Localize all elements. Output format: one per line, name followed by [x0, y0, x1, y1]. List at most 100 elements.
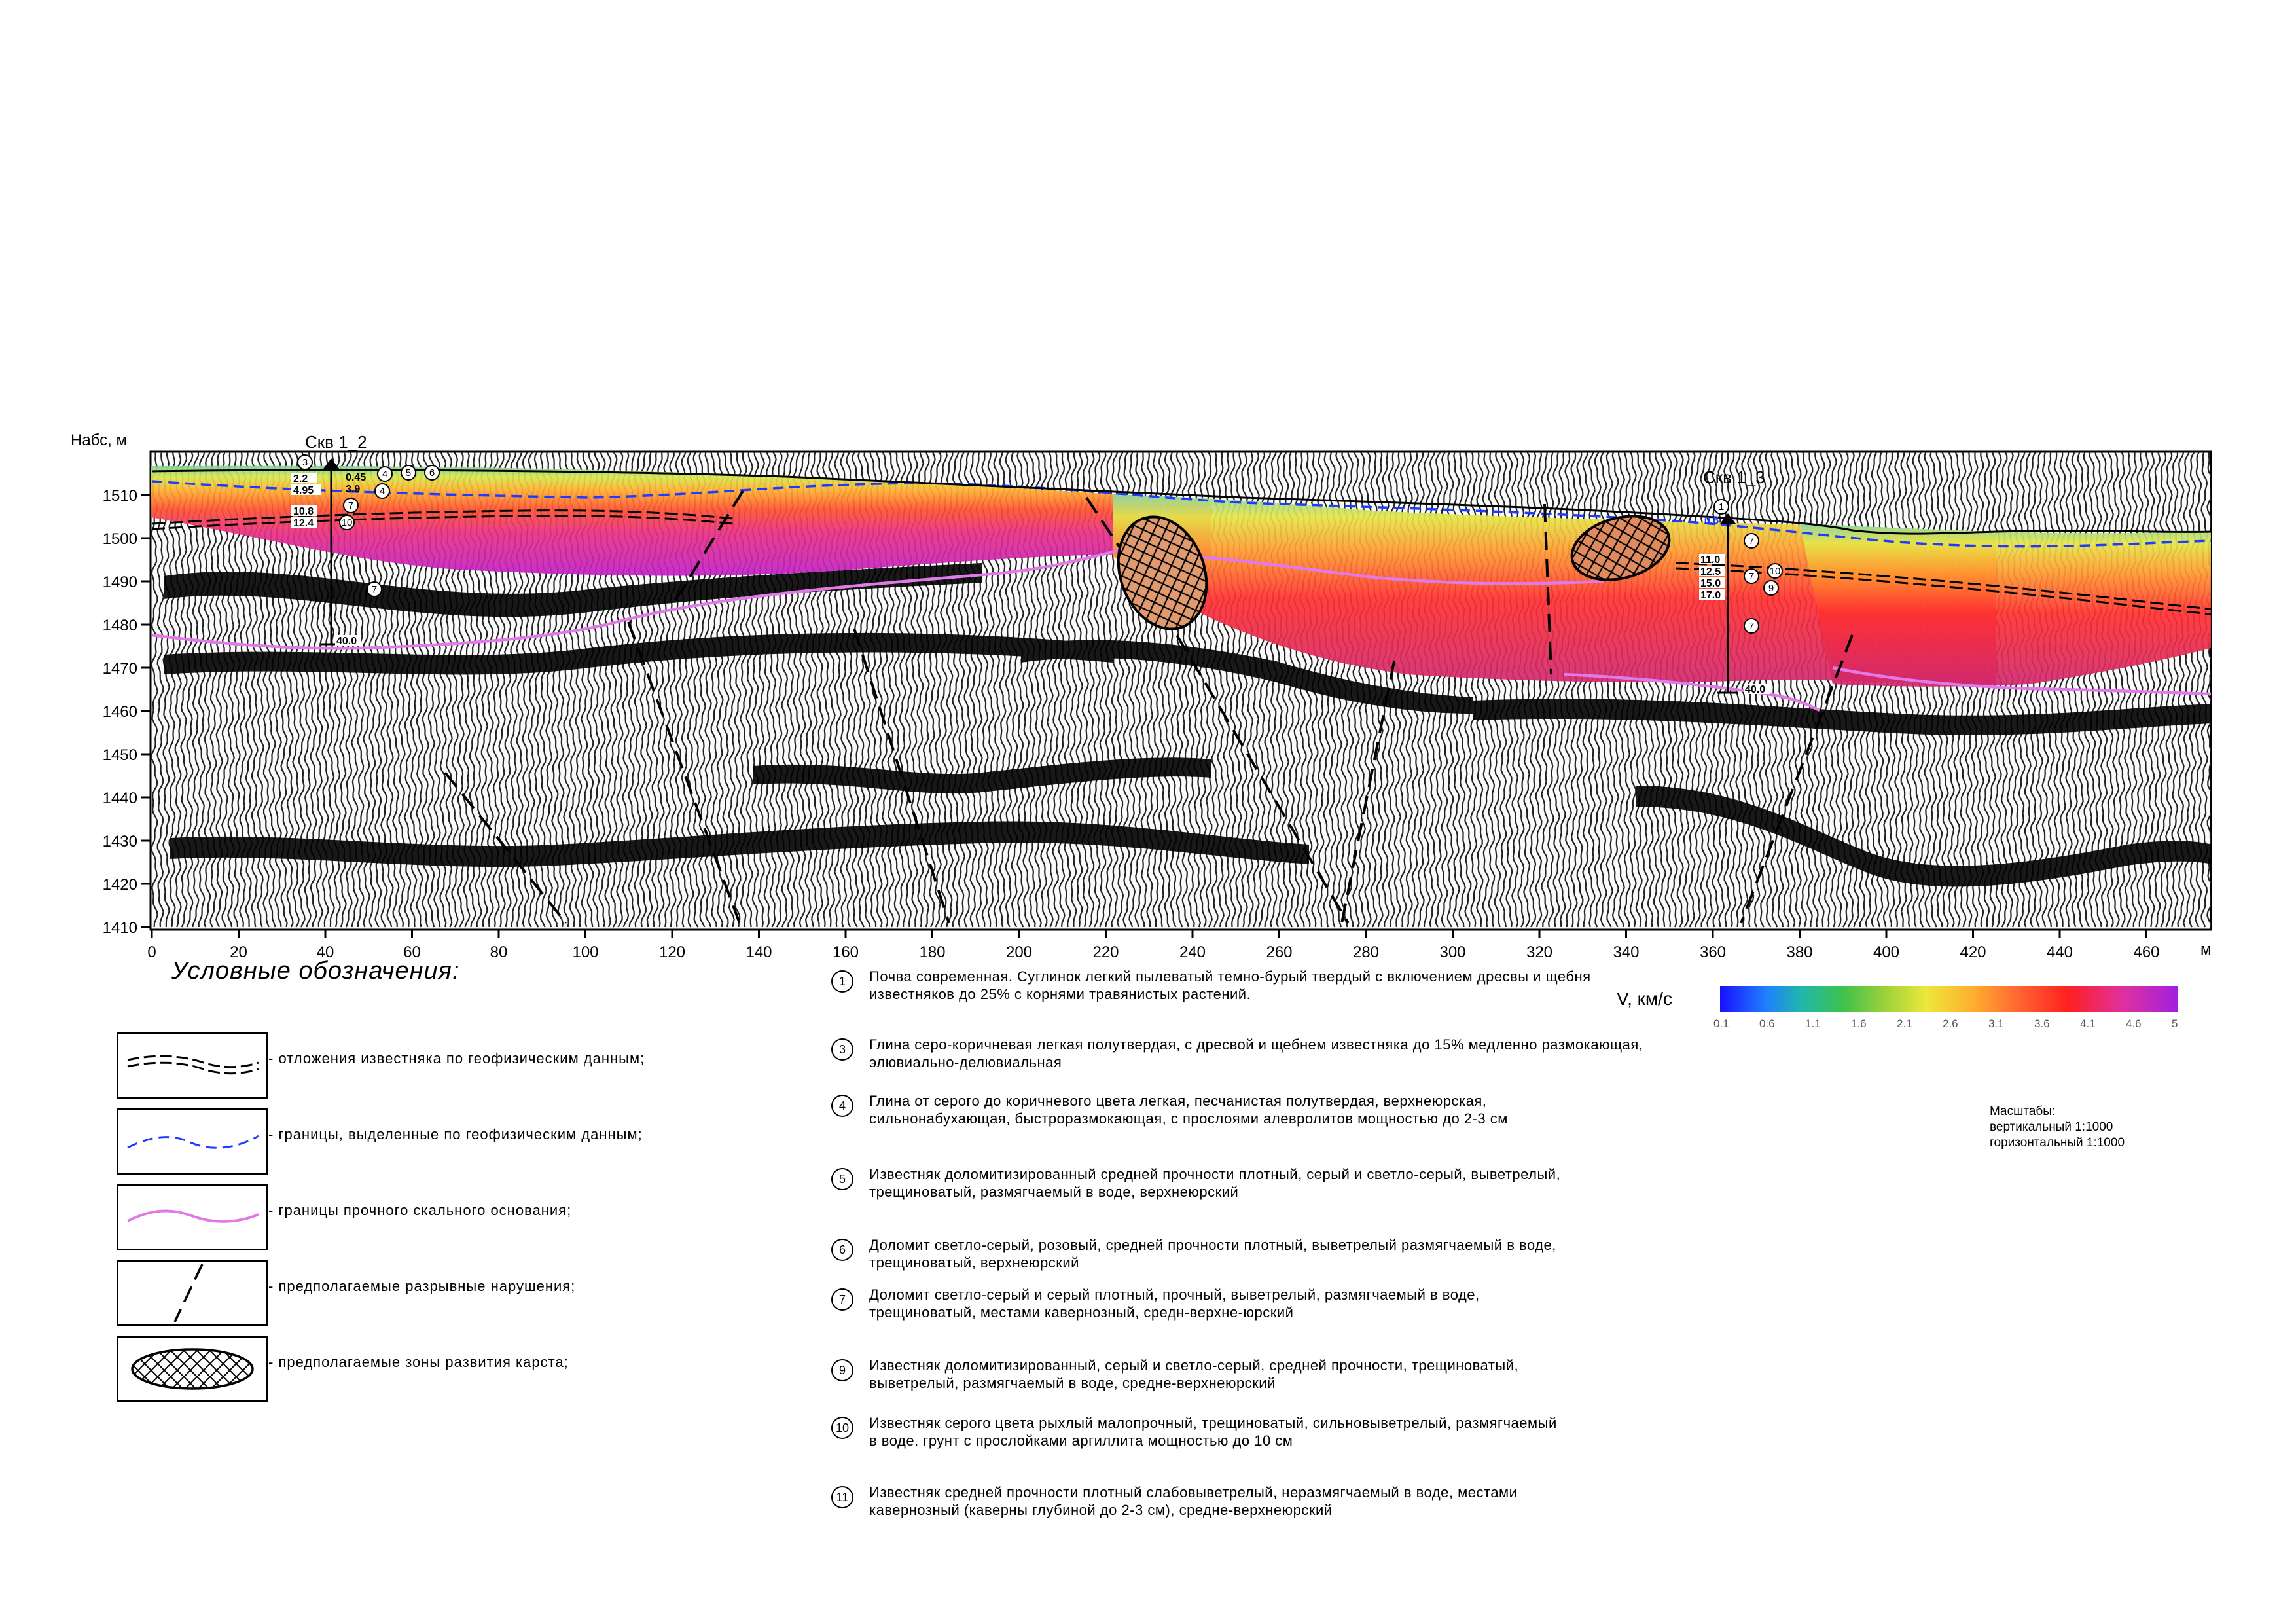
- geophysical-boundaries: [151, 480, 2211, 548]
- stratum-number: 1: [831, 970, 853, 993]
- fault-icon: [173, 1264, 204, 1322]
- velocity-tick-label: 1.1: [1805, 1017, 1821, 1030]
- stratum-number: 10: [831, 1417, 853, 1439]
- velocity-tick-label: 4.1: [2080, 1017, 2096, 1030]
- stratum-number: 4: [831, 1095, 853, 1117]
- seismic-trace: [151, 452, 158, 928]
- depth-label: 12.4: [293, 518, 314, 529]
- seismic-trace: [156, 452, 164, 928]
- limestone-symbol-icon: [127, 1055, 259, 1075]
- layer-marker: 7: [1749, 571, 1754, 582]
- x-tick-label: 340: [1613, 943, 1639, 961]
- stratum-text: Известняк серого цвета рыхлый малопрочны…: [869, 1415, 1557, 1449]
- velocity-tick-label: 4.6: [2126, 1017, 2142, 1030]
- stratum-number: 11: [831, 1486, 853, 1508]
- velocity-color-bar: [1720, 986, 2178, 1012]
- legend-label-karst: - предполагаемые зоны развития карста;: [268, 1354, 569, 1370]
- layer-marker: 7: [1749, 621, 1754, 632]
- legend-symbol-bedrock: [117, 1184, 268, 1250]
- stratum-number: 5: [831, 1168, 853, 1190]
- layer-marker: 9: [1768, 583, 1774, 594]
- ground-surface: [151, 469, 2211, 535]
- velocity-tick-label: 3.6: [2034, 1017, 2050, 1030]
- x-tick-label: 240: [1179, 943, 1206, 961]
- x-tick-label: 20: [230, 943, 247, 961]
- layer-marker: 7: [1749, 536, 1754, 547]
- stratum-number: 6: [831, 1239, 853, 1261]
- legend-label-fault: - предполагаемые разрывные нарушения;: [268, 1278, 576, 1294]
- x-tick-label: 140: [745, 943, 772, 961]
- layer-marker: 7: [348, 500, 353, 511]
- borehole-skv-1-3: [1717, 513, 1738, 694]
- x-tick-label: 220: [1092, 943, 1119, 961]
- velocity-tick-label: 1.6: [1851, 1017, 1867, 1030]
- stratum-text: Почва современная. Суглинок легкий пылев…: [869, 968, 1591, 1002]
- borehole-name-1-2: Скв 1_2: [305, 432, 367, 452]
- seismic-trace: [1982, 452, 1990, 928]
- depth-label: 3.9: [346, 484, 360, 495]
- scale-title: Масштабы:: [1990, 1104, 2056, 1118]
- x-tick-label: 40: [317, 943, 334, 961]
- x-tick-label: 300: [1439, 943, 1465, 961]
- x-tick-label: 360: [1700, 943, 1726, 961]
- seismic-trace: [1977, 452, 1984, 928]
- x-tick-label: 420: [1960, 943, 1986, 961]
- seismic-trace: [162, 452, 170, 927]
- x-tick-label: 100: [572, 943, 598, 961]
- y-axis-label: Набс, м: [71, 431, 127, 449]
- layer-marker: 10: [1770, 566, 1781, 577]
- stratum-number: 9: [831, 1359, 853, 1381]
- layer-marker: 10: [342, 517, 353, 528]
- legend-label-limestone: - отложения известняка по геофизическим …: [268, 1050, 645, 1067]
- seismic-reflectors: [164, 563, 2211, 887]
- x-tick-label: 260: [1266, 943, 1292, 961]
- layer-marker: 3: [302, 457, 308, 468]
- stratum-text: Глина серо-коричневая легкая полутвердая…: [869, 1036, 1643, 1070]
- borehole-1-2-depth-labels: 2.2 4.95 10.8 12.4 0.45 3.9 40.0: [291, 472, 366, 647]
- stratum-text: Доломит светло-серый, розовый, средней п…: [869, 1237, 1556, 1271]
- x-tick-label: 440: [2047, 943, 2073, 961]
- x-tick-label: 280: [1353, 943, 1379, 961]
- x-tick-label: 400: [1873, 943, 1899, 961]
- layer-marker: 4: [382, 469, 387, 480]
- depth-label: 0.45: [346, 472, 366, 483]
- borehole-1-2-layer-markers: 3 4 5 6 4 7 10 7: [297, 454, 440, 597]
- velocity-tick-label: 3.1: [1988, 1017, 2004, 1030]
- x-tick-label: 320: [1526, 943, 1552, 961]
- depth-label: 15.0: [1700, 578, 1721, 589]
- velocity-ticks: 0.1 0.6 1.1 1.6 2.1 2.6 3.1 3.6 4.1 4.6 5: [1713, 1017, 2204, 1033]
- velocity-tick-label: 0.6: [1759, 1017, 1775, 1030]
- geophysical-boundary-icon: [127, 1135, 259, 1149]
- y-tick-label: 1450: [103, 746, 137, 764]
- legend-label-bedrock: - границы прочного скального основания;: [268, 1202, 572, 1218]
- x-tick-label: 180: [919, 943, 945, 961]
- stratum-text: Известняк доломитизированный средней про…: [869, 1166, 1561, 1200]
- depth-label: 0.8: [1704, 515, 1719, 526]
- velocity-model-middle: [1113, 494, 1996, 684]
- y-tick-label: 1500: [103, 530, 137, 548]
- velocity-tick-label: 2.1: [1897, 1017, 1912, 1030]
- depth-label: 12.5: [1700, 566, 1721, 577]
- layer-marker: 1: [1719, 501, 1724, 513]
- velocity-tick-label: 5: [2172, 1017, 2178, 1030]
- depth-label: 4.95: [293, 485, 314, 496]
- velocity-label: V, км/с: [1617, 989, 1672, 1009]
- borehole-1-3-layer-markers: 1 7 7 10 9 7: [1713, 499, 1783, 634]
- y-tick-label: 1510: [103, 487, 137, 505]
- legend-symbol-geophysical: [117, 1108, 268, 1175]
- y-tick-label: 1410: [103, 919, 137, 937]
- y-tick-label: 1430: [103, 833, 137, 850]
- depth-label: 10.8: [293, 506, 314, 517]
- x-tick-label: 80: [490, 943, 508, 961]
- karst-zones: [1117, 515, 1671, 630]
- stratum-text: Доломит светло-серый и серый плотный, пр…: [869, 1286, 1480, 1321]
- layer-marker: 5: [406, 467, 411, 479]
- borehole-name-1-3: Скв 1_3: [1703, 467, 1765, 487]
- x-tick-label: 120: [659, 943, 685, 961]
- y-tick-label: 1480: [103, 617, 137, 634]
- legend-label-geophysical: - границы, выделенные по геофизическим д…: [268, 1126, 643, 1142]
- bedrock-boundary-icon: [127, 1209, 259, 1223]
- karst-zone-icon: [131, 1348, 254, 1390]
- x-tick-label: 380: [1786, 943, 1812, 961]
- y-tick-label: 1440: [103, 790, 137, 807]
